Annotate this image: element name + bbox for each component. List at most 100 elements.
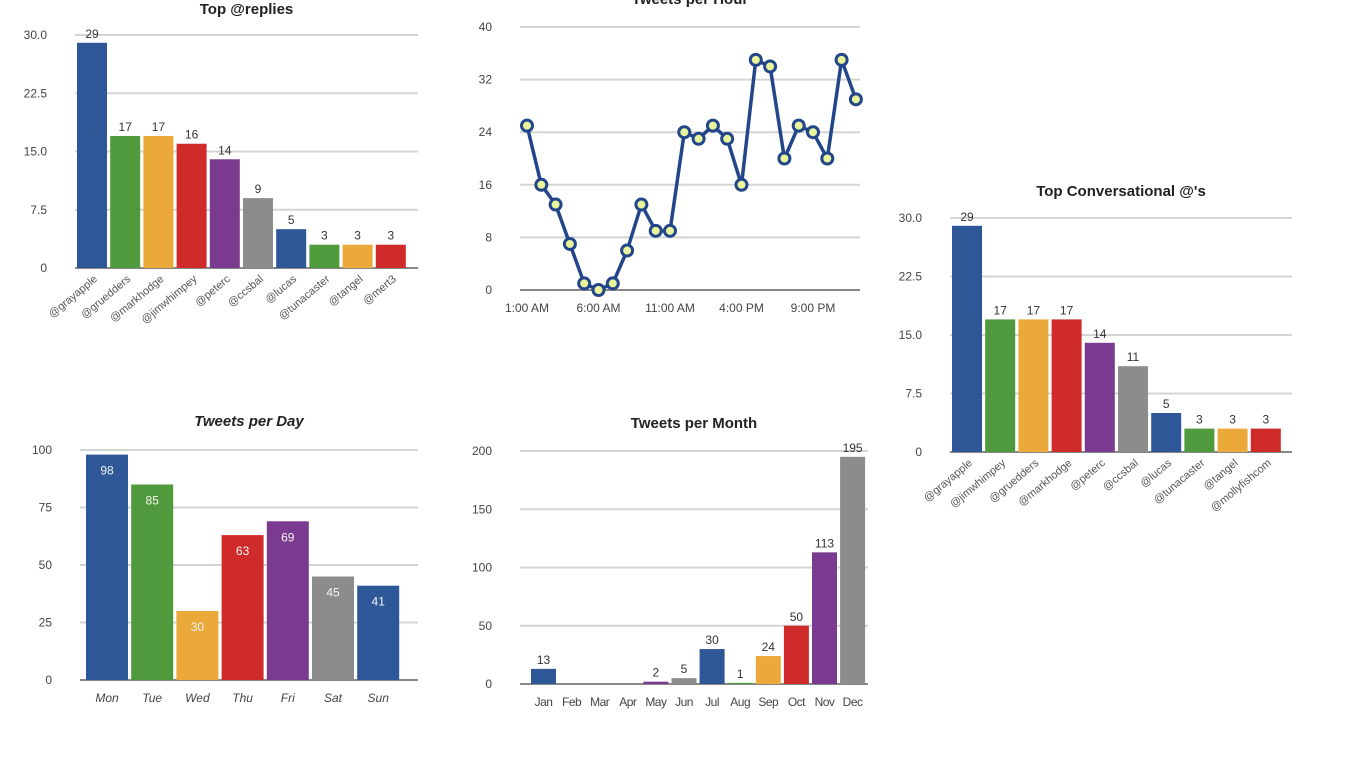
y-tick-label: 0 [915, 445, 922, 459]
bar [1018, 319, 1049, 452]
data-label: 11 [1127, 350, 1140, 364]
y-tick-label: 0 [485, 283, 492, 297]
bar [176, 611, 219, 680]
chart-conv: Top Conversational @'s 0 7.5 15.0 22.5 30.0 29… [899, 183, 1292, 514]
data-label: 3 [1262, 413, 1269, 427]
data-label: 17 [994, 303, 1008, 317]
data-label: 13 [537, 653, 551, 667]
data-label: 2 [653, 666, 660, 680]
chart-title: Tweets per Month [631, 415, 757, 432]
chart-title: Top @replies [200, 1, 294, 18]
data-label: 29 [960, 210, 974, 224]
y-tick-label: 0 [45, 673, 52, 687]
data-label: 3 [1229, 413, 1236, 427]
data-point [562, 236, 577, 251]
data-label: 9 [255, 182, 262, 196]
data-point [520, 118, 534, 133]
data-label: 195 [843, 441, 863, 455]
bar [840, 456, 866, 684]
bar [1084, 342, 1115, 452]
data-label: 113 [815, 536, 834, 550]
x-tick-label: Dec [843, 695, 863, 709]
x-tick-label: Mon [95, 691, 119, 705]
bar [1118, 366, 1148, 452]
bar [727, 682, 753, 684]
y-tick-label: 30.0 [899, 211, 923, 225]
data-label: 14 [1093, 327, 1107, 341]
series-line [525, 58, 858, 292]
y-tick-label: 50 [479, 619, 493, 633]
bar [221, 535, 264, 680]
bar [143, 135, 174, 268]
data-point [548, 197, 563, 212]
data-point [763, 59, 778, 74]
data-point [806, 125, 820, 140]
bar [209, 159, 240, 268]
x-tick-label: @peterc [193, 273, 233, 309]
chart-hour: Tweets per Hour 0 8 16 24 32 40 1:00 AM 6:00 AM 1… [479, 0, 863, 315]
data-label: 29 [85, 27, 99, 41]
y-tick-label: 7.5 [905, 387, 922, 401]
data-point [620, 243, 635, 258]
bar [86, 454, 128, 680]
data-label: 17 [119, 120, 133, 134]
data-label: 41 [372, 595, 386, 609]
data-label: 5 [288, 213, 295, 227]
x-tick-label: Feb [562, 695, 582, 709]
data-point [605, 276, 620, 291]
x-tick-label: @ccsbal [226, 273, 266, 309]
data-point [534, 177, 549, 192]
x-tick-label: May [645, 695, 667, 709]
x-tick-label: @mert3 [361, 273, 399, 307]
data-point [820, 151, 835, 166]
x-tick-label: Aug [730, 695, 750, 709]
data-point [834, 52, 849, 67]
bar [643, 681, 669, 684]
y-tick-label: 15.0 [899, 328, 923, 342]
bar [357, 585, 400, 680]
data-point [734, 177, 749, 192]
bar [77, 42, 107, 269]
data-label: 1 [737, 667, 744, 681]
data-label: 63 [236, 544, 250, 558]
y-tick-label: 15.0 [24, 145, 48, 159]
bar [985, 319, 1016, 452]
bar [1184, 428, 1215, 452]
data-label: 98 [100, 464, 114, 478]
data-label: 30 [191, 620, 205, 634]
y-tick-label: 7.5 [30, 203, 47, 217]
data-label: 30 [705, 633, 719, 647]
bar [531, 668, 556, 684]
x-tick-label: 11:00 AM [645, 301, 695, 315]
x-tick-label: Apr [619, 695, 637, 709]
bar [342, 244, 373, 268]
bar [176, 143, 207, 268]
x-tick-label: Jun [675, 695, 693, 709]
y-tick-label: 150 [472, 502, 492, 516]
y-tick-label: 50 [39, 558, 53, 572]
x-tick-label: Nov [815, 695, 835, 709]
x-tick-label: @peterc [1068, 457, 1108, 493]
x-tick-label: Oct [788, 695, 806, 709]
data-label: 17 [152, 120, 166, 134]
bar [131, 484, 174, 680]
data-point [591, 283, 606, 297]
x-tick-label: Sat [324, 691, 343, 705]
y-tick-label: 30.0 [24, 28, 48, 42]
y-tick-label: 8 [485, 230, 492, 244]
data-point [720, 131, 735, 146]
data-label: 24 [762, 640, 776, 654]
y-tick-label: 16 [479, 178, 493, 192]
x-tick-label: Wed [185, 691, 210, 705]
x-tick-label: Tue [142, 691, 162, 705]
bar [243, 198, 273, 268]
bar [276, 229, 307, 268]
bar [755, 656, 781, 684]
chart-title: Tweets per Day [194, 413, 304, 430]
data-point [634, 197, 649, 212]
data-label: 3 [387, 229, 394, 243]
data-point [648, 223, 663, 238]
data-label: 3 [354, 229, 361, 243]
bar [312, 576, 354, 680]
x-tick-label: Sep [758, 695, 779, 709]
